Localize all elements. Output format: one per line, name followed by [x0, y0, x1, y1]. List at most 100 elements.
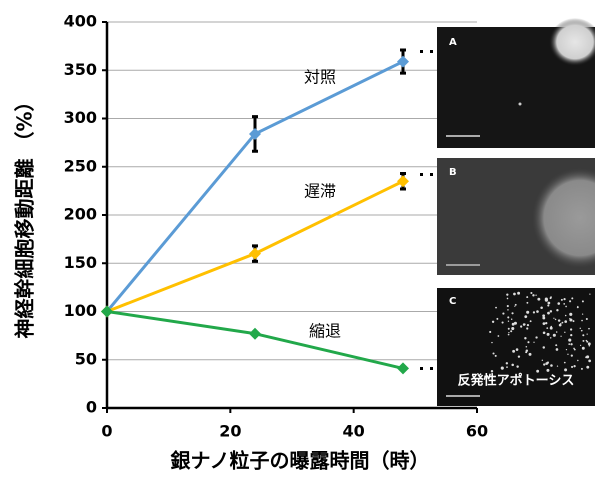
speckle: [555, 344, 557, 346]
speckle: [589, 294, 590, 295]
speckle: [556, 331, 558, 333]
speckle: [581, 368, 583, 370]
speckle: [526, 327, 528, 329]
y-tick-label: 50: [75, 349, 97, 368]
speckle: [586, 318, 588, 320]
speckle: [557, 365, 558, 366]
y-axis-label: 神経幹細胞移動距離 （%）: [13, 91, 37, 338]
speckle: [542, 360, 543, 361]
speckle: [587, 334, 588, 335]
speckle: [547, 362, 549, 364]
series-label: 縮退: [309, 322, 341, 341]
speckle: [550, 327, 553, 330]
speckle: [547, 312, 550, 315]
speckle: [535, 336, 537, 338]
speckle: [518, 356, 520, 358]
speckle: [581, 320, 583, 322]
panel-b: B: [437, 158, 595, 275]
speckle: [564, 368, 567, 371]
speckle: [570, 328, 572, 330]
speckle: [524, 337, 526, 339]
speckle: [569, 313, 572, 316]
speckle: [524, 315, 527, 318]
speckle: [533, 311, 535, 313]
y-tick-label: 400: [64, 12, 97, 31]
speckle: [569, 318, 572, 321]
speckle: [507, 298, 509, 300]
panel-caption: 反発性アポトーシス: [458, 373, 575, 389]
speckle: [526, 296, 528, 298]
speckle: [571, 297, 573, 299]
speckle: [530, 320, 532, 322]
speckle: [511, 364, 514, 367]
speckle: [506, 362, 508, 364]
speckle: [516, 348, 519, 351]
speckle: [495, 355, 497, 357]
speckle: [506, 366, 508, 368]
speckle: [498, 335, 500, 337]
x-tick-label: 60: [466, 422, 488, 441]
speckle: [502, 312, 504, 314]
speckle: [491, 370, 493, 372]
speckle: [558, 319, 560, 321]
speckle: [580, 328, 581, 329]
speckle: [536, 310, 539, 313]
speckle: [514, 306, 515, 307]
speckle: [569, 300, 571, 302]
speckle: [582, 347, 585, 350]
speckle: [532, 294, 534, 296]
speckle: [550, 364, 553, 367]
speckle: [565, 315, 567, 317]
speckle: [553, 318, 554, 319]
x-tick-label: 0: [101, 422, 112, 441]
y-tick-label: 300: [64, 108, 97, 127]
connector-dots: [420, 50, 433, 370]
panel-label: A: [449, 37, 457, 48]
speckle: [527, 341, 529, 343]
speckle: [577, 360, 578, 361]
speckle: [547, 304, 549, 306]
data-point: [249, 328, 261, 340]
data-point: [397, 56, 409, 68]
y-tick-label: 0: [86, 398, 97, 417]
speckle: [496, 318, 498, 320]
series-label: 遅滞: [304, 182, 336, 201]
speckle: [492, 352, 494, 354]
speckle: [508, 334, 510, 336]
speckle: [489, 331, 491, 333]
speckle: [543, 346, 545, 348]
speckle: [512, 323, 515, 326]
speckle: [568, 343, 570, 345]
panel-label: C: [449, 296, 456, 307]
speckle: [571, 366, 573, 368]
speckle: [553, 334, 556, 337]
speckle: [581, 330, 583, 332]
speckle: [582, 334, 584, 336]
speckle: [547, 300, 548, 301]
x-axis-label: 銀ナノ粒子の曝露時間（時）: [171, 449, 430, 473]
speckle: [577, 306, 578, 307]
speckle: [507, 309, 508, 310]
speckle: [542, 314, 545, 317]
speckle: [564, 362, 566, 364]
speckle: [517, 292, 520, 295]
speckle: [563, 303, 565, 305]
speckle: [566, 349, 567, 350]
speckle: [492, 321, 494, 323]
panel-c: C 反発性アポトーシス: [437, 288, 595, 406]
page: {"chart_data": { "type": "line", "y_labe…: [0, 0, 595, 482]
speckle: [507, 316, 509, 318]
speckle: [582, 340, 584, 342]
speckle: [563, 298, 565, 300]
speckle: [550, 310, 552, 312]
speckle: [564, 320, 567, 323]
y-tick-label: 100: [64, 301, 97, 320]
speckle: [555, 319, 557, 321]
speckle: [543, 322, 546, 325]
speckle: [507, 305, 509, 307]
speckle: [565, 306, 567, 308]
speckle: [585, 356, 587, 358]
speckle: [501, 367, 504, 370]
y-tick-label: 350: [64, 60, 97, 79]
